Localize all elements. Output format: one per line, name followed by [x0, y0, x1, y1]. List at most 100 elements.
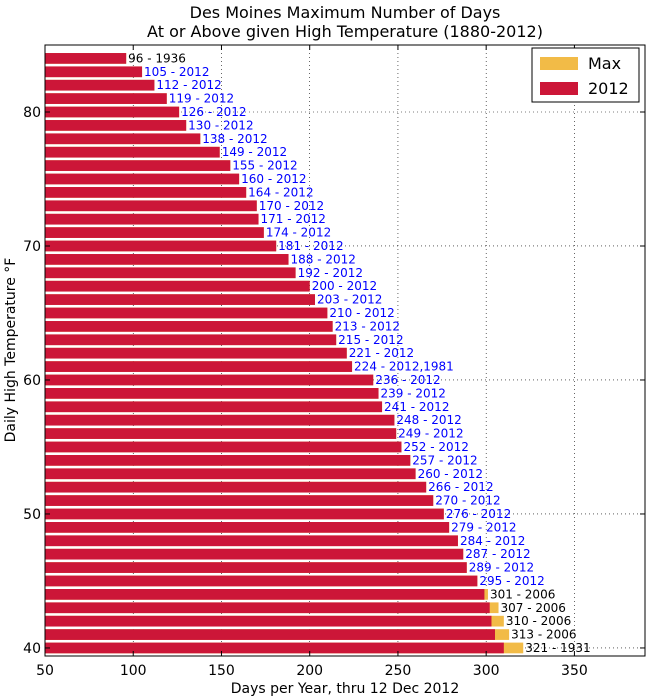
bar-data-label: 105 - 2012	[144, 65, 209, 79]
bar-data-label: 181 - 2012	[278, 239, 343, 253]
bar-2012	[45, 120, 187, 131]
bar-data-label: 112 - 2012	[156, 78, 221, 92]
bar-2012	[45, 455, 411, 466]
bar-2012	[45, 548, 464, 560]
y-tick-label: 50	[23, 507, 41, 523]
bar-2012	[45, 187, 247, 198]
bar-data-label: 171 - 2012	[261, 212, 326, 226]
bar-2012	[45, 602, 490, 614]
bar-2012	[45, 334, 337, 346]
bar-data-label: 295 - 2012	[479, 574, 544, 588]
bar-2012	[45, 401, 383, 413]
bar-data-label: 313 - 2006	[511, 628, 576, 642]
bar-2012	[45, 575, 478, 587]
y-tick-label: 40	[23, 641, 41, 657]
bar-2012	[45, 388, 379, 399]
x-tick-label: 250	[385, 663, 412, 679]
bar-data-label: 170 - 2012	[259, 199, 324, 213]
bar-data-label: 279 - 2012	[451, 520, 516, 534]
legend: Max 2012	[531, 47, 640, 103]
bar-2012	[45, 133, 201, 145]
y-axis-label: Daily High Temperature °F	[3, 258, 19, 443]
y-ticks: 40 50 60 70 80	[23, 105, 645, 657]
bar-data-label: 192 - 2012	[298, 266, 363, 280]
bar-data-label: 188 - 2012	[291, 252, 356, 266]
bar-2012	[45, 280, 310, 292]
x-tick-label: 100	[120, 663, 147, 679]
bar-data-label: 239 - 2012	[381, 386, 446, 400]
bar-data-label: 276 - 2012	[446, 507, 511, 521]
bar-2012	[45, 562, 467, 573]
bar-2012	[45, 481, 427, 493]
bar-data-label: 321 - 1931	[525, 641, 590, 655]
bar-2012	[45, 321, 333, 332]
bar-2012	[45, 468, 416, 480]
bar-2012	[45, 589, 485, 600]
bar-data-label: 149 - 2012	[222, 145, 287, 159]
bars	[45, 53, 524, 654]
bar-data-label: 174 - 2012	[266, 226, 331, 240]
bar-data-label: 284 - 2012	[460, 534, 525, 548]
bar-2012	[45, 347, 347, 359]
bar-data-label: 270 - 2012	[435, 494, 500, 508]
bar-data-label: 289 - 2012	[469, 561, 534, 575]
bar-2012	[45, 414, 395, 426]
bar-data-label: 130 - 2012	[188, 118, 253, 132]
x-tick-label: 350	[561, 663, 588, 679]
bar-data-label: 160 - 2012	[241, 172, 306, 186]
bar-data-label: 203 - 2012	[317, 293, 382, 307]
bar-data-label: 215 - 2012	[338, 333, 403, 347]
bar-data-label: 307 - 2006	[501, 601, 566, 615]
bar-2012	[45, 173, 240, 185]
x-tick-label: 150	[208, 663, 235, 679]
bar-2012	[45, 629, 495, 640]
x-tick-label: 300	[473, 663, 500, 679]
bar-data-label: 119 - 2012	[169, 92, 234, 106]
bar-2012	[45, 227, 264, 238]
bar-2012	[45, 146, 220, 158]
y-tick-label: 80	[23, 105, 41, 121]
bar-data-label: 155 - 2012	[232, 159, 297, 173]
bar-2012	[45, 374, 374, 386]
bar-data-label: 138 - 2012	[202, 132, 267, 146]
bar-data-label: 126 - 2012	[181, 105, 246, 119]
legend-label-2012: 2012	[588, 79, 629, 98]
bar-data-label: 224 - 2012,1981	[354, 360, 454, 374]
bar-2012	[45, 361, 353, 372]
bar-data-label: 266 - 2012	[428, 480, 493, 494]
chart-subtitle: At or Above given High Temperature (1880…	[147, 22, 543, 41]
bar-2012	[45, 307, 328, 319]
bar-2012	[45, 495, 434, 506]
x-tick-label: 200	[296, 663, 323, 679]
bar-2012	[45, 535, 458, 547]
bar-2012	[45, 66, 143, 78]
bar-2012	[45, 200, 257, 212]
legend-swatch-max	[540, 57, 578, 70]
bar-2012	[45, 213, 259, 225]
bar-2012	[45, 294, 315, 305]
bar-data-label: 213 - 2012	[335, 319, 400, 333]
bar-data-label: 210 - 2012	[329, 306, 394, 320]
bar-data-label: 241 - 2012	[384, 400, 449, 414]
bar-2012	[45, 106, 180, 118]
bar-2012	[45, 441, 402, 453]
bar-data-label: 236 - 2012	[375, 373, 440, 387]
chart-title: Des Moines Maximum Number of Days	[190, 3, 501, 22]
bar-data-label: 96 - 1936	[128, 51, 186, 65]
bar-data-label: 287 - 2012	[465, 547, 530, 561]
bar-2012	[45, 508, 444, 520]
legend-label-max: Max	[588, 54, 621, 73]
bar-data-label: 301 - 2006	[490, 587, 555, 601]
y-tick-label: 70	[23, 239, 41, 255]
bar-2012	[45, 642, 504, 654]
x-tick-label: 50	[36, 663, 54, 679]
x-axis-label: Days per Year, thru 12 Dec 2012	[231, 681, 460, 697]
bar-2012	[45, 240, 277, 252]
bar-data-label: 257 - 2012	[412, 453, 477, 467]
plot-frame	[44, 44, 646, 657]
bar-2012	[45, 160, 231, 171]
legend-swatch-2012	[540, 82, 578, 95]
bar-data-label: 221 - 2012	[349, 346, 414, 360]
